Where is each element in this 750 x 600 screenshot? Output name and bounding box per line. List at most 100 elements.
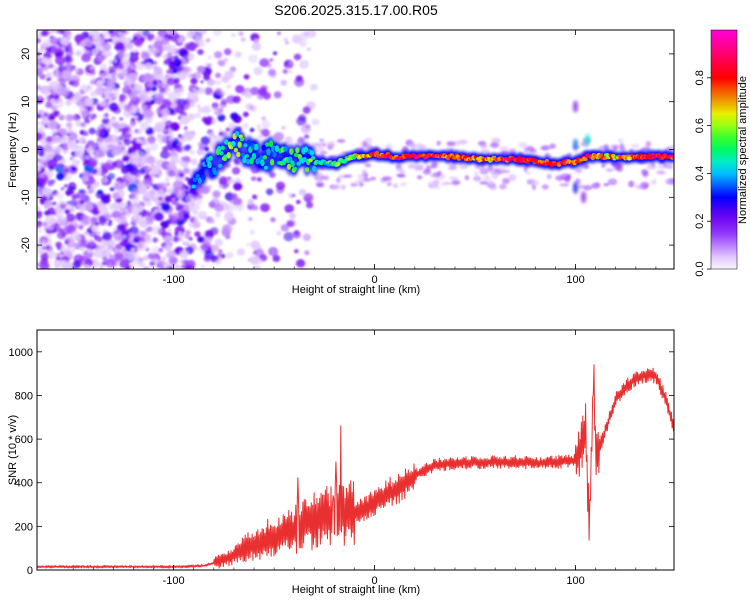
noise-blob <box>163 261 172 269</box>
ridge-core <box>191 184 196 189</box>
noise-blob <box>143 178 150 185</box>
y-tick-label: 800 <box>15 390 33 402</box>
noise-blob <box>189 102 195 108</box>
noise-blob <box>53 65 57 69</box>
noise-blob <box>108 102 119 112</box>
noise-blob <box>458 139 468 145</box>
noise-blob <box>214 51 223 59</box>
noise-blob <box>156 183 163 189</box>
noise-blob <box>248 54 258 63</box>
noise-blob <box>161 266 165 269</box>
noise-blob <box>193 72 202 80</box>
noise-blob <box>183 55 189 60</box>
noise-blob <box>364 137 373 144</box>
noise-blob <box>362 178 372 182</box>
noise-blob <box>90 186 95 191</box>
noise-blob <box>86 85 93 92</box>
noise-blob <box>133 115 138 120</box>
noise-blob <box>185 230 191 235</box>
noise-blob <box>104 250 112 258</box>
noise-blob <box>307 30 317 38</box>
noise-blob <box>151 80 159 86</box>
noise-blob <box>163 128 168 133</box>
noise-blob <box>145 86 151 93</box>
noise-blob <box>50 218 58 226</box>
noise-blob <box>223 213 232 221</box>
noise-blob <box>102 231 113 241</box>
ridge-core <box>239 137 245 142</box>
noise-blob <box>138 159 145 166</box>
noise-blob <box>136 138 142 143</box>
noise-blob <box>127 149 133 155</box>
ridge-core <box>228 145 234 150</box>
noise-blob <box>72 260 82 269</box>
noise-blob <box>190 77 198 85</box>
ridge-core <box>201 173 206 181</box>
noise-blob <box>294 77 305 87</box>
noise-blob <box>135 113 144 121</box>
snr-frame <box>36 329 675 571</box>
noise-blob <box>139 262 145 268</box>
noise-blob <box>221 228 231 237</box>
noise-blob <box>197 40 206 48</box>
noise-blob <box>479 144 489 149</box>
ridge-core <box>374 150 380 155</box>
noise-blob <box>284 136 293 144</box>
noise-blob <box>114 249 120 254</box>
noise-blob <box>284 204 295 214</box>
noise-blob <box>541 184 549 190</box>
noise-blob <box>184 241 190 246</box>
noise-blob <box>250 86 260 96</box>
noise-blob <box>149 261 155 267</box>
noise-blob <box>167 170 175 177</box>
noise-blob <box>449 163 457 168</box>
noise-blob <box>185 194 195 203</box>
ridge-core <box>226 152 231 159</box>
y-tick-label: 200 <box>15 521 33 533</box>
noise-blob <box>214 79 222 86</box>
noise-blob <box>55 241 62 248</box>
noise-blob <box>84 130 89 135</box>
noise-blob <box>214 238 223 246</box>
noise-blob <box>158 196 163 201</box>
noise-blob <box>656 170 666 175</box>
noise-blob <box>269 58 274 62</box>
noise-blob <box>302 106 311 114</box>
noise-blob <box>350 182 358 187</box>
noise-blob <box>642 171 649 178</box>
noise-blob <box>37 95 43 101</box>
noise-blob <box>100 171 106 177</box>
noise-blob <box>53 259 63 268</box>
noise-blob <box>198 87 206 94</box>
noise-blob <box>249 127 255 133</box>
noise-blob <box>47 251 58 260</box>
noise-blob <box>382 176 392 182</box>
x-tick-label: 100 <box>566 274 584 286</box>
noise-blob <box>200 136 211 146</box>
noise-blob <box>94 222 99 226</box>
noise-blob <box>295 259 306 268</box>
noise-blob <box>129 120 137 126</box>
noise-blob <box>282 69 288 74</box>
noise-blob <box>59 143 64 147</box>
noise-blob <box>56 230 66 240</box>
noise-blob <box>59 88 69 97</box>
noise-blob <box>233 197 243 206</box>
noise-blob <box>285 41 289 45</box>
ridge-core <box>263 165 269 170</box>
noise-blob <box>122 234 127 239</box>
noise-blob <box>81 53 92 63</box>
noise-blob <box>70 230 81 240</box>
noise-blob <box>78 136 87 144</box>
spectrogram-ridge-core <box>191 130 674 189</box>
ridge-core <box>266 148 271 156</box>
noise-blob <box>304 250 310 256</box>
noise-blob <box>225 127 231 132</box>
colorbar-label: Normalized spectral amplitude <box>737 76 749 224</box>
noise-blob <box>97 54 106 62</box>
noise-blob <box>37 37 41 44</box>
noise-blob <box>130 117 136 122</box>
noise-blob <box>296 116 307 126</box>
noise-blob <box>220 104 226 109</box>
noise-blob <box>40 252 50 261</box>
